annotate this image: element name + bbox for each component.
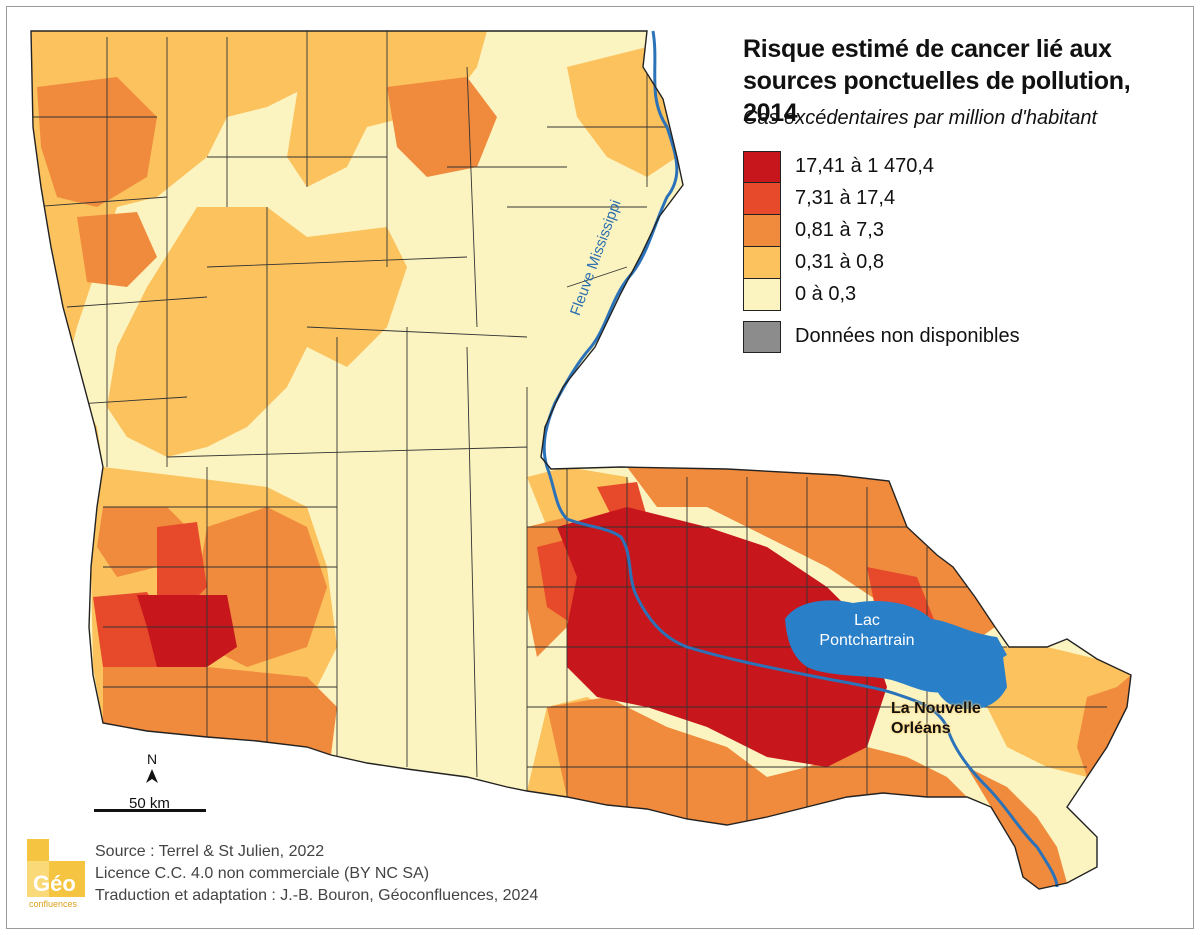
class-0-81-area bbox=[37, 77, 157, 207]
map-subtitle: Cas excédentaires par million d'habitant bbox=[743, 107, 1098, 129]
class-7-31-area bbox=[157, 522, 207, 607]
map-title: Risque estimé de cancer lié aux sources … bbox=[743, 35, 1131, 127]
legend-swatch bbox=[743, 183, 781, 215]
class-0-81-area bbox=[967, 767, 1067, 889]
legend-label: 7,31 à 17,4 bbox=[795, 187, 896, 209]
svg-text:Géo: Géo bbox=[33, 871, 76, 896]
credit-translation: Traduction et adaptation : J.-B. Bouron,… bbox=[95, 887, 539, 904]
map-frame: Risque estimé de cancer lié aux sources … bbox=[6, 6, 1194, 929]
legend-swatch bbox=[743, 151, 781, 183]
mississippi-river bbox=[542, 30, 1059, 888]
north-arrow-icon bbox=[146, 769, 158, 783]
water-bodies bbox=[542, 30, 1059, 888]
legend-swatch-no-data bbox=[743, 321, 781, 353]
credit-source: Source : Terrel & St Julien, 2022 bbox=[95, 843, 325, 860]
credit-license: Licence C.C. 4.0 non commerciale (BY NC … bbox=[95, 865, 430, 882]
svg-text:confluences: confluences bbox=[29, 899, 78, 909]
legend-swatch bbox=[743, 247, 781, 279]
north-label: N bbox=[146, 751, 158, 767]
lake-label: Lac Pontchartrain bbox=[819, 612, 915, 649]
class-0-81-area bbox=[387, 77, 497, 177]
class-17-41-area bbox=[137, 595, 237, 667]
geoconfluences-logo-icon: Géo confluences bbox=[27, 839, 85, 909]
class-0-81-area bbox=[97, 507, 187, 577]
legend-label: 0,81 à 7,3 bbox=[795, 219, 884, 241]
legend-label: 0,31 à 0,8 bbox=[795, 251, 884, 273]
class-0-81-area bbox=[1077, 675, 1131, 777]
city-label: La Nouvelle Orléans bbox=[891, 700, 981, 737]
class-0-81-area bbox=[103, 667, 337, 755]
state-outline bbox=[30, 30, 1132, 890]
credits: Source : Terrel & St Julien, 2022 Licenc… bbox=[95, 841, 538, 907]
scale-label: 50 km bbox=[129, 795, 170, 812]
scale-bar bbox=[94, 809, 206, 812]
lake-borgne bbox=[927, 647, 1007, 710]
legend-label: 17,41 à 1 470,4 bbox=[795, 155, 935, 177]
class-0-81-area bbox=[77, 212, 157, 287]
class-0-81-area bbox=[547, 697, 967, 825]
class-0-31-area bbox=[567, 47, 677, 177]
louisiana-map bbox=[30, 30, 1132, 890]
legend-label-no-data: Données non disponibles bbox=[795, 325, 1020, 347]
legend-label: 0 à 0,3 bbox=[795, 283, 857, 305]
legend-swatch bbox=[743, 279, 781, 311]
class-17-41-area bbox=[557, 507, 887, 767]
class-0-31-area bbox=[107, 207, 317, 457]
legend-swatch bbox=[743, 215, 781, 247]
